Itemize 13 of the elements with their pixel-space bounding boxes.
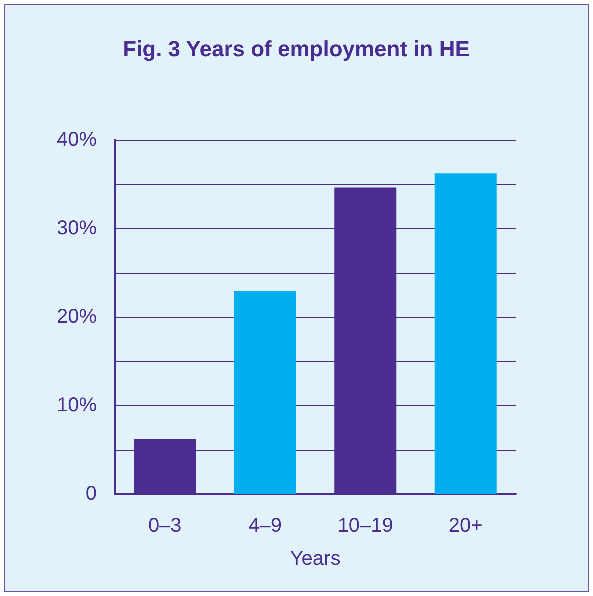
- chart-title: Fig. 3 Years of employment in HE: [123, 36, 470, 62]
- y-tick-label: 0: [86, 483, 97, 505]
- y-tick-label: 20%: [56, 306, 98, 328]
- x-tick-label: 0–3: [148, 515, 182, 537]
- y-tick-label: 10%: [56, 394, 98, 416]
- x-tick-label: 10–19: [338, 515, 394, 537]
- x-axis-title: Years: [290, 548, 341, 570]
- bar: [434, 174, 497, 494]
- y-tick-label: 30%: [56, 218, 98, 240]
- x-tick-label: 20+: [448, 515, 483, 537]
- x-tick-label: 4–9: [248, 515, 282, 537]
- bar: [234, 291, 296, 494]
- y-tick-label: 40%: [56, 129, 98, 151]
